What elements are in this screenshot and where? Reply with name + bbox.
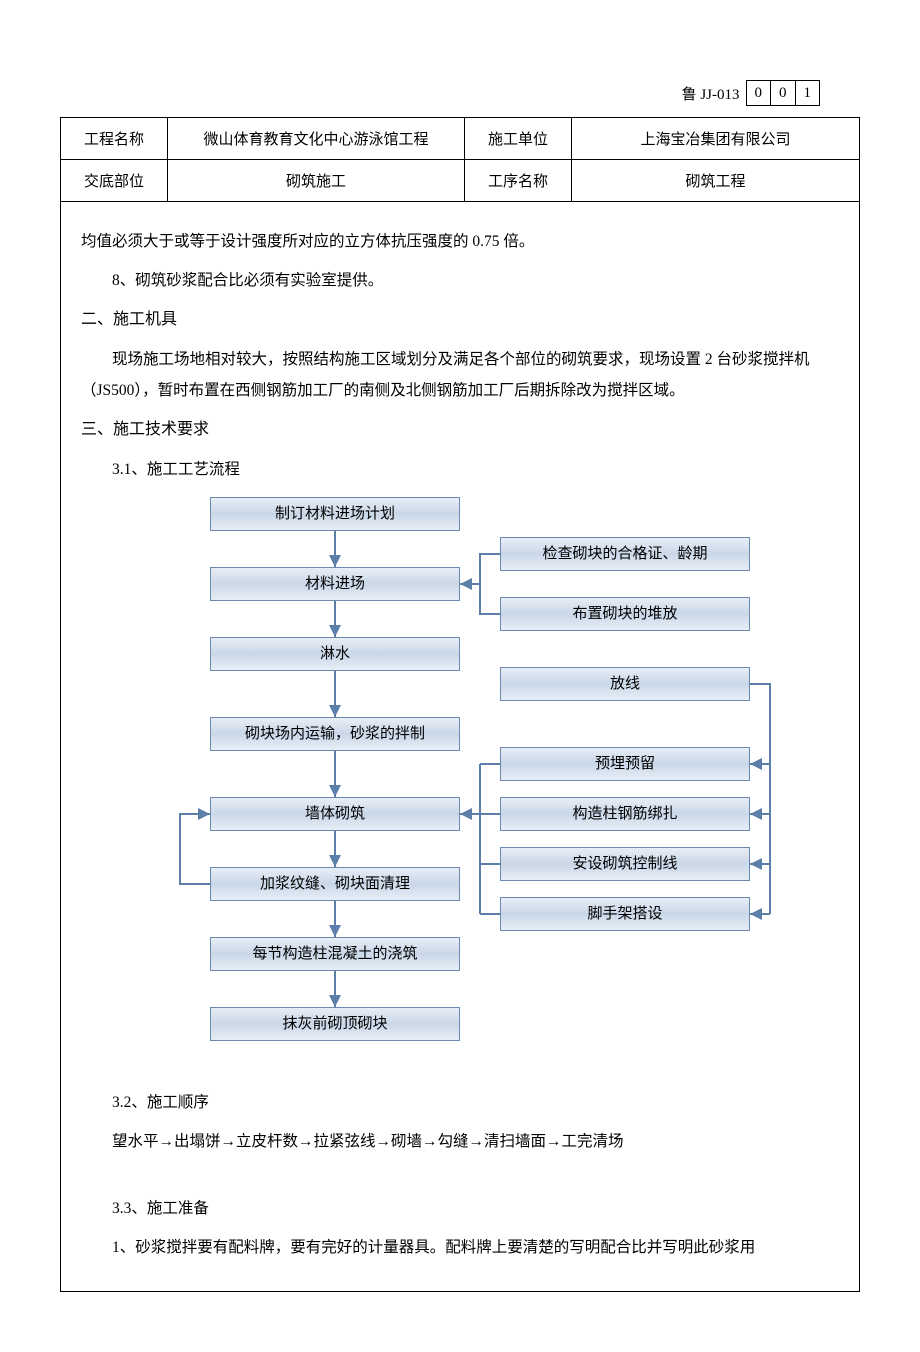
- flow-node: 安设砌筑控制线: [500, 847, 750, 881]
- info-value: 上海宝冶集团有限公司: [572, 117, 860, 159]
- flow-node: 放线: [500, 667, 750, 701]
- info-value: 微山体育教育文化中心游泳馆工程: [168, 117, 465, 159]
- paragraph: 1、砂浆搅拌要有配料牌，要有完好的计量器具。配料牌上要清楚的写明配合比并写明此砂…: [81, 1232, 839, 1263]
- spacer: [81, 1165, 839, 1185]
- flow-node: 淋水: [210, 637, 460, 671]
- doc-code-table: 鲁 JJ-013 0 0 1: [674, 80, 820, 106]
- flow-node: 构造柱钢筋绑扎: [500, 797, 750, 831]
- sequence-text: 望水平→出塌饼→立皮杆数→拉紧弦线→砌墙→勾缝→清扫墙面→工完清场: [81, 1126, 839, 1157]
- flow-node: 墙体砌筑: [210, 797, 460, 831]
- flow-node: 制订材料进场计划: [210, 497, 460, 531]
- flow-node: 加浆纹缝、砌块面清理: [210, 867, 460, 901]
- flow-node: 检查砌块的合格证、龄期: [500, 537, 750, 571]
- flow-node: 砌块场内运输，砂浆的拌制: [210, 717, 460, 751]
- document-page: 鲁 JJ-013 0 0 1 工程名称 微山体育教育文化中心游泳馆工程 施工单位…: [0, 0, 920, 1352]
- flow-node: 预埋预留: [500, 747, 750, 781]
- flow-node: 抹灰前砌顶砌块: [210, 1007, 460, 1041]
- subsection-heading: 3.1、施工工艺流程: [81, 454, 839, 485]
- body-content: 均值必须大于或等于设计强度所对应的立方体抗压强度的 0.75 倍。 8、砌筑砂浆…: [60, 202, 860, 1292]
- doc-code-cell: 0: [771, 81, 796, 106]
- section-heading: 三、施工技术要求: [81, 414, 839, 446]
- flow-node: 布置砌块的堆放: [500, 597, 750, 631]
- section-heading: 二、施工机具: [81, 304, 839, 336]
- flow-node: 脚手架搭设: [500, 897, 750, 931]
- info-label: 工序名称: [465, 159, 572, 201]
- info-value: 砌筑施工: [168, 159, 465, 201]
- info-label: 施工单位: [465, 117, 572, 159]
- doc-code-cell: 0: [746, 81, 771, 106]
- process-flowchart: 制订材料进场计划材料进场淋水砌块场内运输，砂浆的拌制墙体砌筑加浆纹缝、砌块面清理…: [140, 497, 780, 1067]
- paragraph: 现场施工场地相对较大，按照结构施工区域划分及满足各个部位的砌筑要求，现场设置 2…: [81, 344, 839, 406]
- subsection-heading: 3.3、施工准备: [81, 1193, 839, 1224]
- flow-node: 材料进场: [210, 567, 460, 601]
- doc-code-cell: 1: [795, 81, 820, 106]
- info-label: 交底部位: [61, 159, 168, 201]
- info-value: 砌筑工程: [572, 159, 860, 201]
- doc-code-block: 鲁 JJ-013 0 0 1: [60, 80, 860, 109]
- info-table: 工程名称 微山体育教育文化中心游泳馆工程 施工单位 上海宝冶集团有限公司 交底部…: [60, 117, 860, 202]
- paragraph: 8、砌筑砂浆配合比必须有实验室提供。: [81, 265, 839, 296]
- doc-code-prefix: 鲁 JJ-013: [674, 81, 746, 106]
- flow-node: 每节构造柱混凝土的浇筑: [210, 937, 460, 971]
- paragraph: 均值必须大于或等于设计强度所对应的立方体抗压强度的 0.75 倍。: [81, 226, 839, 257]
- subsection-heading: 3.2、施工顺序: [81, 1087, 839, 1118]
- info-label: 工程名称: [61, 117, 168, 159]
